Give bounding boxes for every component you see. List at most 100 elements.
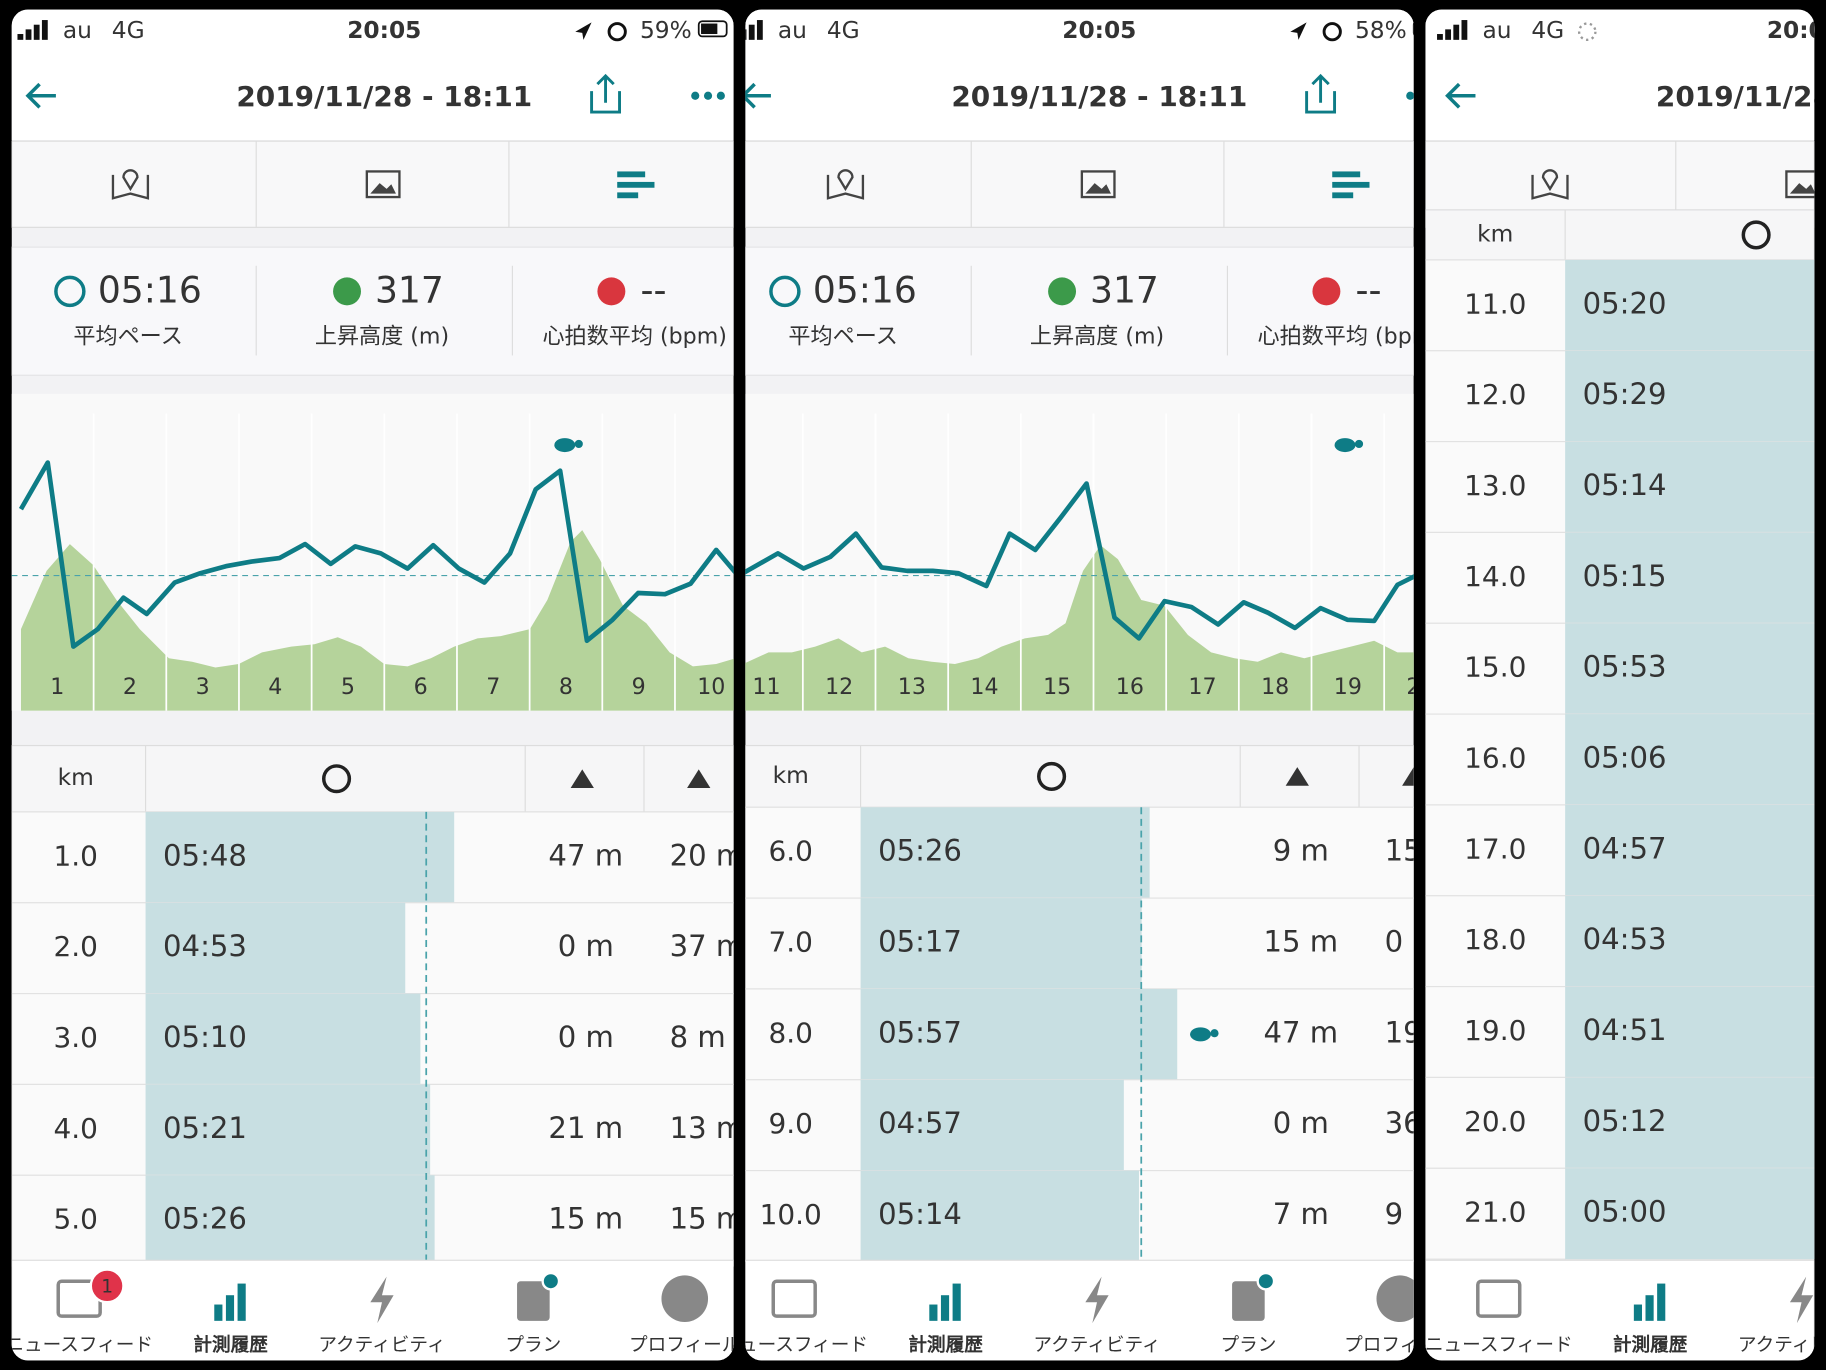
splits-tab[interactable] [1332, 171, 1361, 178]
pace-cell: 05:26 [878, 834, 962, 868]
km-label: 18 [1261, 674, 1289, 700]
km-label: 9 [632, 674, 646, 700]
notification-dot [1256, 1271, 1276, 1291]
pace-cell: 04:57 [878, 1106, 962, 1140]
battery-percent: 59% [640, 17, 692, 44]
stat-label: 平均ペース [73, 323, 182, 349]
pace-bar [1565, 1077, 1815, 1169]
tab-label[interactable]: ニュースフィード [720, 1335, 868, 1356]
share-button[interactable] [1305, 73, 1337, 114]
pace-bar [1565, 441, 1815, 533]
photo-tab[interactable] [365, 170, 401, 199]
more-button[interactable] [716, 91, 725, 100]
tab-label[interactable]: アクティビティ [1738, 1335, 1826, 1356]
table-header-km: km [58, 764, 94, 791]
tab-label[interactable]: プロフィール [1344, 1335, 1455, 1356]
pace-line [745, 481, 1414, 641]
alarm-icon [1322, 22, 1342, 42]
km-cell: 18.0 [1464, 923, 1526, 956]
tab-icon [1657, 1283, 1666, 1321]
stat-label: 上昇高度 (m) [315, 323, 449, 349]
ascent-cell: 0 m [558, 1020, 614, 1054]
pace-cell: 05:14 [878, 1197, 962, 1231]
map-tab[interactable] [111, 169, 150, 200]
pace-column-icon [1037, 761, 1067, 791]
phone-screen: au 4G 20:05 58% 2019/11/28 - 18:11 05:16 平均ペース… [720, 9, 1455, 1361]
tab-icon [1476, 1279, 1522, 1318]
pace-column-icon [1741, 220, 1771, 250]
tab-label[interactable]: プラン [505, 1335, 561, 1356]
share-button[interactable] [590, 73, 621, 114]
pace-bar [1565, 714, 1815, 805]
pace-bar [860, 807, 1150, 899]
table-header [745, 744, 1414, 808]
km-label: 19 [1334, 674, 1362, 700]
tab-label[interactable]: 計測履歴 [908, 1334, 983, 1356]
tab-icon [929, 1304, 938, 1321]
descent-cell: 8 m [670, 1020, 726, 1054]
km-cell: 5.0 [53, 1203, 97, 1236]
descent-cell: 9 [1385, 1197, 1404, 1231]
pace-bar [1565, 532, 1815, 624]
km-cell: 6.0 [769, 835, 813, 868]
km-label: 2 [123, 674, 137, 700]
splits-tab[interactable] [1332, 192, 1354, 199]
pace-cell: 05:20 [1583, 286, 1667, 320]
tab-label[interactable]: プラン [1220, 1335, 1276, 1356]
tab-label[interactable]: 計測履歴 [193, 1334, 268, 1356]
pace-cell: 04:57 [1583, 831, 1667, 865]
descent-cell: 36 [1385, 1106, 1422, 1140]
tab-bar [1425, 1259, 1815, 1361]
km-cell: 10.0 [760, 1198, 822, 1231]
km-cell: 3.0 [53, 1021, 97, 1054]
signal-bar [748, 24, 755, 40]
km-label: 11 [752, 674, 780, 700]
ascent-cell: 0 m [558, 929, 614, 963]
stat-icon [769, 275, 801, 308]
more-button[interactable] [691, 91, 700, 100]
km-label: 8 [559, 674, 573, 700]
turtle-head [1210, 1029, 1219, 1038]
tab-label[interactable]: ニュースフィード [1425, 1335, 1573, 1356]
splits-tab[interactable] [617, 171, 646, 178]
pace-bar [860, 1079, 1124, 1171]
km-label: 17 [1188, 674, 1216, 700]
map-tab[interactable] [1531, 169, 1569, 200]
km-cell: 19.0 [1464, 1014, 1526, 1047]
pace-cell: 04:51 [1583, 1013, 1667, 1047]
map-tab[interactable] [826, 169, 865, 200]
phone-screen: au 4G 20:05 59% 2019/11/28 - 18:11 05:16 平均ペース… [5, 9, 745, 1361]
pace-cell: 05:10 [163, 1020, 247, 1054]
splits-tab[interactable] [617, 181, 655, 188]
stat-value: 05:16 [98, 269, 202, 312]
splits-tab[interactable] [617, 192, 639, 199]
tab-label[interactable]: プロフィール [629, 1335, 740, 1356]
status-bar [11, 9, 734, 140]
back-button[interactable] [1445, 82, 1476, 109]
tab-label[interactable]: アクティビティ [318, 1335, 445, 1356]
pace-cell: 05:15 [1583, 559, 1667, 593]
more-button[interactable] [1406, 91, 1414, 100]
descent-cell: 15 [1385, 834, 1422, 868]
photo-tab[interactable] [1785, 170, 1819, 199]
back-button[interactable] [743, 82, 771, 109]
signal-bar [25, 29, 32, 40]
splits-tab[interactable] [1332, 181, 1370, 188]
tab-icon [225, 1295, 235, 1321]
pace-bar [145, 1175, 435, 1267]
pace-bar [1565, 623, 1815, 715]
tab-label[interactable]: 計測履歴 [1613, 1334, 1688, 1356]
tab-label[interactable]: ニュースフィード [5, 1335, 153, 1356]
descent-cell: 15 m [670, 1202, 745, 1236]
pace-bar [145, 1084, 431, 1176]
stats-panel [11, 246, 734, 376]
km-label: 1 [50, 674, 64, 700]
table-header-km: km [773, 762, 809, 789]
back-button[interactable] [25, 82, 56, 109]
tab-label[interactable]: アクティビティ [1033, 1335, 1160, 1356]
photo-tab[interactable] [1080, 170, 1116, 199]
status-time: 20:05 [1767, 17, 1826, 44]
more-button[interactable] [703, 91, 713, 100]
stat-label: 心拍数平均 (bpm) [1257, 323, 1441, 349]
ascent-cell: 47 m [1263, 1015, 1338, 1049]
